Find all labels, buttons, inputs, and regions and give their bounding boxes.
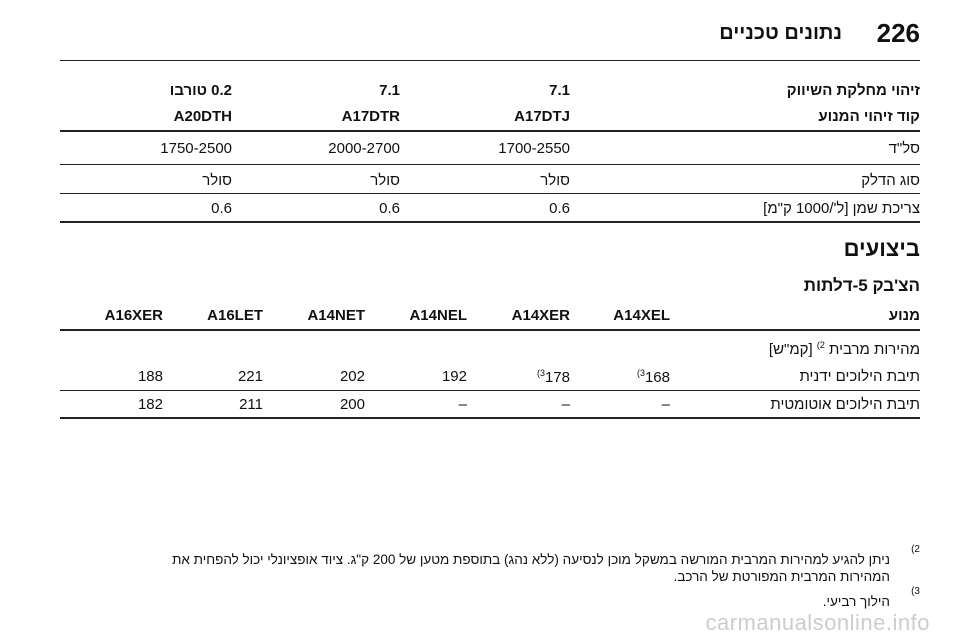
table-rule [60, 417, 920, 419]
cell-value: 0.6 [211, 200, 232, 217]
speed-value: (3168 [636, 368, 670, 386]
row-label-rpm: סל"ד [888, 140, 920, 157]
table-rule [60, 130, 920, 132]
speed-value: 182 [137, 396, 163, 413]
row-label-automatic: תיבת הילוכים אוטומטית [770, 396, 920, 413]
speed-value: 200 [339, 396, 365, 413]
table-rule [60, 193, 920, 194]
footnote-marker: (3 [911, 586, 920, 597]
cell-value: A17DTJ [514, 108, 570, 125]
section-title: ביצועים [843, 236, 920, 261]
header-rule [60, 60, 920, 61]
page-header: 226 נתונים טכניים [40, 18, 920, 50]
engine-column-header: A16XER [104, 307, 163, 324]
cell-value: 0.2 טורבו [169, 82, 232, 99]
footnote-3: הילוך רביעי. [822, 594, 890, 609]
engine-column-header: A14XER [511, 307, 570, 324]
speed-value: 211 [239, 396, 263, 413]
column-header-engine: מנוע [888, 307, 920, 324]
watermark-text: carmanualsonline.info [705, 610, 930, 635]
speed-value: – [561, 396, 570, 413]
engine-column-header: A14XEL [613, 307, 670, 324]
engine-column-header: A16LET [207, 307, 263, 324]
row-label-fuel-type: סוג הדלק [861, 172, 920, 189]
cell-value: 0.6 [379, 200, 400, 217]
speed-value: (3178 [536, 368, 570, 386]
table-rule [60, 329, 920, 331]
cell-value: סולר [202, 172, 232, 189]
engine-column-header: A14NET [307, 307, 365, 324]
page-number: 226 [876, 18, 920, 48]
cell-value: A17DTR [341, 108, 400, 125]
engine-column-header: A14NEL [409, 307, 467, 324]
speed-value: 192 [441, 368, 467, 385]
speed-value: – [661, 396, 670, 413]
speed-value: – [458, 396, 467, 413]
footnote-marker: (2 [911, 544, 920, 555]
row-label-manual: תיבת הילוכים ידנית [799, 368, 920, 385]
speed-value: 221 [237, 368, 263, 385]
cell-value: 7.1 [379, 82, 400, 99]
speed-value: 202 [339, 368, 365, 385]
table-rule [60, 164, 920, 165]
page-title: נתונים טכניים [719, 22, 842, 44]
table-rule [60, 221, 920, 223]
section-subtitle: הצ'בק 5-דלתות [803, 276, 920, 295]
cell-value: 7.1 [549, 82, 570, 99]
cell-value: 1750-2500 [160, 140, 232, 157]
row-label-oil: צריכת שמן [ל'/1000 ק"מ] [763, 200, 920, 217]
cell-value: 0.6 [549, 200, 570, 217]
row-label-max-speed: מהירות מרבית 2) [קמ"ש] [768, 340, 920, 358]
row-label-marketing: זיהוי מחלקת השיווק [786, 82, 920, 99]
cell-value: 2000-2700 [328, 140, 400, 157]
row-label-engine-code: קוד זיהוי המנוע [818, 108, 920, 125]
speed-value: 188 [137, 368, 163, 385]
cell-value: סולר [370, 172, 400, 189]
cell-value: A20DTH [173, 108, 232, 125]
footnote-2: ניתן להגיע למהירות המרבית המורשה במשקל מ… [172, 552, 890, 584]
table-rule [60, 390, 920, 391]
cell-value: סולר [540, 172, 570, 189]
cell-value: 1700-2550 [498, 140, 570, 157]
